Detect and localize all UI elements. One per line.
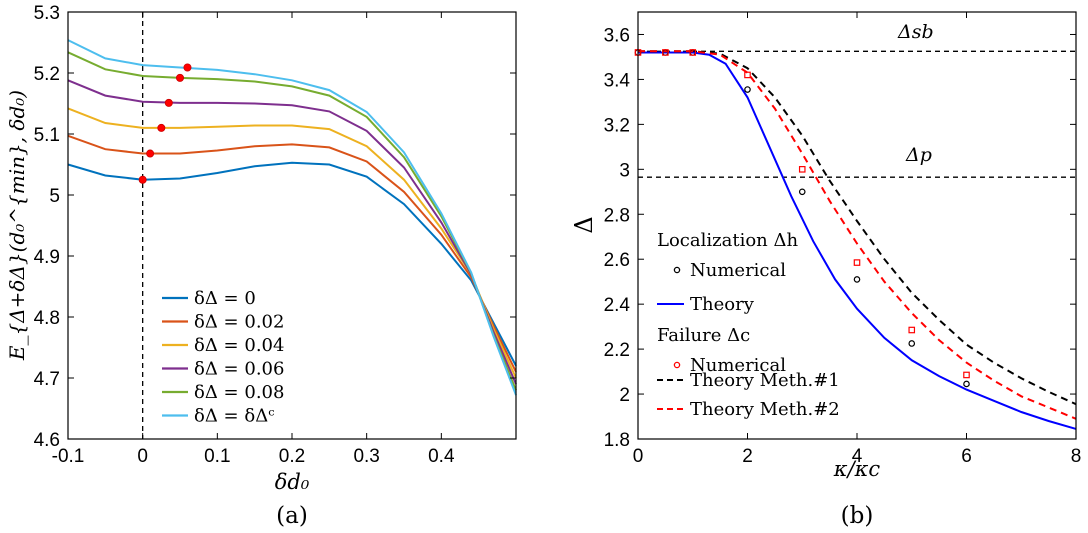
y-tick-label: 3.6: [604, 25, 630, 46]
point-b-1-6: [908, 340, 916, 347]
ref-line-label-p: Δp: [905, 144, 932, 166]
panel-b-xlabel: κ/κc: [833, 457, 881, 481]
x-tick-label: 0.4: [428, 446, 455, 467]
point-b-4-4: [798, 166, 806, 173]
legend-label-4: δΔ = 0.08: [194, 382, 284, 403]
legend-label-0: δΔ = 0: [194, 288, 256, 309]
series-line-2: [67, 107, 517, 379]
series-line-b-3: [638, 50, 1077, 420]
series-marker-5: [183, 63, 192, 72]
legend-numerical-localization: Numerical: [690, 260, 786, 281]
legend-label-5: δΔ = δΔᶜ: [194, 406, 274, 427]
series-marker-1: [146, 149, 155, 158]
x-tick-label: 0.2: [279, 446, 305, 467]
series-marker-2: [157, 123, 166, 132]
point-b-1-7: [963, 380, 970, 388]
y-tick-label: 5.3: [34, 3, 60, 24]
point-b-4-5: [853, 259, 861, 266]
legend-failure-header: Failure Δc: [657, 325, 750, 346]
series-marker-4: [175, 73, 184, 82]
panel-a-chart: -0.1 0 0.1 0.2 0.3 0.44.64.74.84.955.15.25.3 …: [5, 3, 517, 529]
y-tick-label: 5.2: [34, 64, 60, 85]
series-line-4: [67, 51, 517, 391]
y-tick-label: 3: [619, 160, 630, 181]
series-line-b-0: [638, 51, 1077, 430]
x-tick-label: 0: [633, 446, 644, 467]
y-tick-label: 5: [49, 186, 60, 207]
panel-a-ylabel: E_{Δ+δΔ}(d₀^{min}, δd₀): [5, 90, 29, 361]
y-tick-label: 2.6: [604, 250, 630, 271]
y-tick-label: 4.8: [34, 308, 60, 329]
point-b-4-3: [744, 71, 751, 79]
legend-localization-header: Localization Δh: [657, 230, 798, 251]
legend-theory2: Theory Meth.#2: [690, 399, 840, 420]
y-tick-label: 4.6: [34, 430, 60, 451]
x-tick-label: 0.1: [204, 446, 230, 467]
legend-marker-numerical-failure: [673, 361, 681, 369]
point-b-4-7: [963, 371, 970, 379]
panel-b-chart: 0 2 4 6 8 1.8 2 2.2 2.4 2.6 2.8 3 3.2 3.4 3.6 κ/κc Δ (…: [570, 11, 1082, 529]
ref-line-label-sb: Δsb: [897, 21, 934, 43]
panel-a-xlabel: δd₀: [275, 470, 310, 494]
x-tick-label: 0: [137, 446, 148, 467]
legend-label-3: δΔ = 0.06: [194, 359, 284, 380]
x-tick-label: 4: [852, 446, 863, 467]
y-tick-label: 2.2: [604, 340, 630, 361]
y-tick-label: 3.2: [604, 115, 630, 136]
legend-label-2: δΔ = 0.04: [194, 335, 284, 356]
x-tick-label: 0.3: [353, 446, 379, 467]
y-tick-label: 4.9: [34, 247, 60, 268]
y-tick-label: 3.4: [604, 70, 631, 91]
x-tick-label: -0.1: [52, 446, 85, 467]
point-b-1-3: [744, 86, 751, 93]
point-b-4-6: [908, 326, 916, 334]
y-tick-label: 5.1: [34, 125, 60, 146]
panel-a-label: (a): [276, 503, 308, 529]
point-b-4-2: [689, 49, 697, 56]
x-tick-label: 2: [742, 446, 753, 467]
y-tick-label: 4.7: [34, 369, 60, 390]
series-line-0: [67, 161, 517, 367]
x-tick-label: 8: [1071, 446, 1082, 467]
series-line-b-2: [638, 50, 1077, 406]
legend-numerical-failure: Numerical: [690, 355, 786, 376]
y-tick-label: 2.4: [604, 295, 631, 316]
legend-theory: Theory: [690, 294, 755, 315]
y-tick-label: 2.8: [604, 205, 630, 226]
legend-label-1: δΔ = 0.02: [194, 312, 284, 333]
point-b-1-5: [853, 276, 861, 283]
panel-b-label: (b): [841, 503, 874, 529]
series-line-5: [67, 39, 517, 396]
panel-a-axes-box: [67, 11, 517, 440]
y-tick-label: 1.8: [604, 430, 630, 451]
x-tick-label: 6: [961, 446, 972, 467]
point-b-1-4: [798, 188, 806, 196]
panel-b-legend: Localization Δh Numerical Theory Failure…: [657, 230, 840, 420]
panel-b-ylabel: Δ: [570, 216, 598, 233]
y-tick-label: 2: [619, 385, 630, 406]
series-marker-0: [138, 175, 147, 184]
point-b-4-1: [662, 49, 669, 56]
legend-marker-numerical-localization: [673, 266, 681, 274]
legend-theory1: Theory Meth.#1: [690, 370, 840, 391]
series-marker-3: [164, 98, 173, 107]
